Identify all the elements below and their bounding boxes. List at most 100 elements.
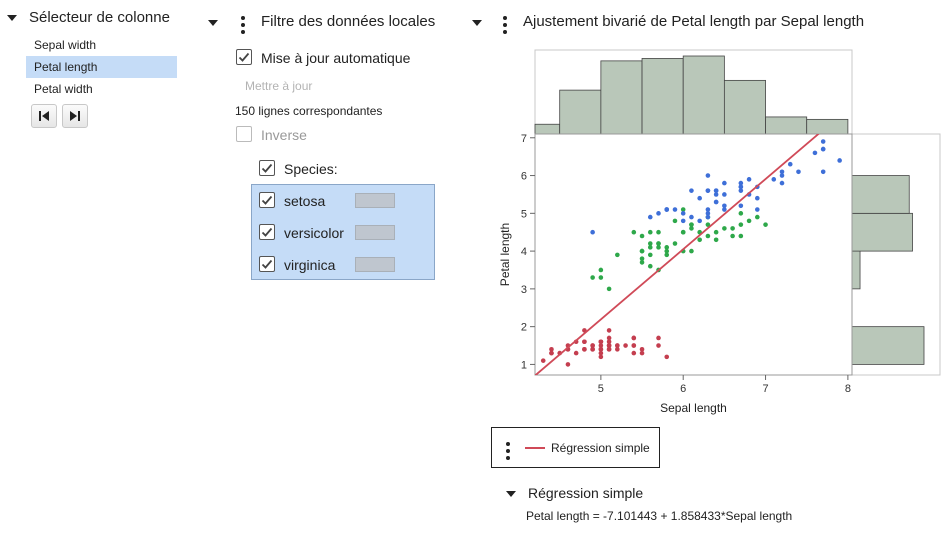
virginica-point [722, 203, 727, 209]
versicolor-point [656, 245, 661, 250]
versicolor-point [705, 222, 711, 227]
regression-outline-title: Régression simple [528, 485, 644, 501]
x-tick-label: 7 [762, 383, 768, 395]
setosa-point [606, 339, 612, 345]
versicolor-label: versicolor [284, 225, 344, 241]
versicolor-point [672, 241, 678, 246]
versicolor-point [680, 229, 686, 235]
virginica-point [722, 180, 727, 186]
versicolor-point [730, 233, 735, 239]
checkmark-icon [261, 195, 273, 205]
collapse-regression-icon[interactable] [506, 491, 516, 497]
setosa-point [598, 343, 604, 348]
virginica-point [705, 207, 711, 212]
column-list: Sepal width Petal length Petal width [26, 34, 177, 100]
species-label: Species: [284, 161, 338, 177]
skip-to-end-icon [70, 111, 80, 121]
setosa-point [598, 347, 604, 352]
collapse-column-selector-icon[interactable] [7, 15, 17, 21]
virginica-checkbox[interactable] [259, 256, 275, 272]
virginica-label: virginica [284, 257, 336, 273]
versicolor-point [738, 211, 744, 216]
versicolor-point [664, 248, 670, 254]
y-tick-label: 2 [521, 322, 527, 334]
versicolor-point [639, 233, 645, 239]
virginica-point [738, 203, 744, 209]
species-values-list [251, 184, 435, 280]
setosa-point [639, 347, 645, 352]
x-histogram-bar [534, 123, 561, 135]
setosa-point [549, 350, 554, 356]
versicolor-point [639, 260, 645, 265]
virginica-point [689, 214, 694, 220]
virginica-point [689, 188, 694, 193]
versicolor-point [672, 218, 678, 224]
setosa-point [623, 343, 628, 348]
column-list-item[interactable]: Petal width [34, 82, 93, 96]
versicolor-point [664, 245, 670, 250]
column-list-item[interactable]: Sepal width [34, 38, 97, 52]
fit-report-title: Ajustement bivarié de Petal length par S… [523, 13, 865, 30]
virginica-point [664, 207, 670, 212]
x-histogram-bar [806, 118, 849, 135]
virginica-point [647, 214, 653, 220]
filter-title: Filtre des données locales [261, 13, 436, 30]
versicolor-point [689, 248, 694, 254]
last-column-button[interactable] [62, 104, 88, 128]
filter-menu-icon[interactable] [241, 16, 245, 34]
versicolor-point [639, 248, 645, 254]
legend-menu-icon[interactable] [506, 442, 510, 460]
versicolor-point [697, 237, 702, 243]
versicolor-color-swatch[interactable] [355, 225, 395, 240]
versicolor-point [689, 222, 694, 227]
versicolor-point [664, 252, 670, 258]
virginica-point [590, 229, 595, 235]
virginica-point [722, 207, 727, 212]
virginica-point [820, 169, 826, 175]
virginica-point [820, 139, 826, 144]
collapse-filter-icon[interactable] [208, 20, 218, 26]
y-tick-label: 1 [521, 359, 527, 371]
virginica-point [680, 218, 686, 224]
versicolor-point [730, 226, 735, 231]
versicolor-point [615, 252, 620, 258]
virginica-point [705, 188, 711, 193]
setosa-point [631, 343, 637, 348]
auto-update-checkbox[interactable] [236, 49, 252, 65]
virginica-point [837, 158, 842, 163]
setosa-point [598, 339, 604, 345]
column-list-item-selected[interactable]: Petal length [26, 56, 177, 78]
update-button[interactable]: Mettre à jour [245, 79, 313, 93]
virginica-point [787, 161, 793, 167]
virginica-point [713, 199, 719, 205]
versicolor-point [606, 286, 612, 292]
regression-legend-swatch [525, 447, 545, 449]
versicolor-point [755, 214, 760, 220]
first-column-button[interactable] [31, 104, 57, 128]
virginica-point [713, 192, 719, 197]
y-tick-label: 7 [521, 133, 527, 145]
versicolor-point [746, 218, 752, 224]
setosa-color-swatch[interactable] [355, 193, 395, 208]
legend-box: Régression simple [491, 427, 660, 468]
versicolor-point [647, 252, 653, 258]
virginica-point [771, 177, 777, 182]
versicolor-point [705, 233, 711, 239]
setosa-point [656, 335, 661, 341]
y-tick-label: 4 [521, 246, 527, 258]
versicolor-point [647, 263, 653, 269]
species-checkbox[interactable] [259, 160, 275, 176]
setosa-checkbox[interactable] [259, 192, 275, 208]
collapse-fit-report-icon[interactable] [472, 20, 482, 26]
virginica-point [738, 188, 744, 193]
setosa-point [549, 347, 554, 352]
setosa-point [565, 362, 571, 367]
inverse-checkbox[interactable] [236, 126, 252, 142]
x-histogram-bar [559, 89, 602, 135]
fit-report-menu-icon[interactable] [503, 16, 507, 34]
versicolor-checkbox[interactable] [259, 224, 275, 240]
x-histogram-bar [682, 55, 725, 135]
virginica-color-swatch[interactable] [355, 257, 395, 272]
versicolor-point [590, 275, 595, 280]
x-histogram-bar [641, 58, 684, 135]
